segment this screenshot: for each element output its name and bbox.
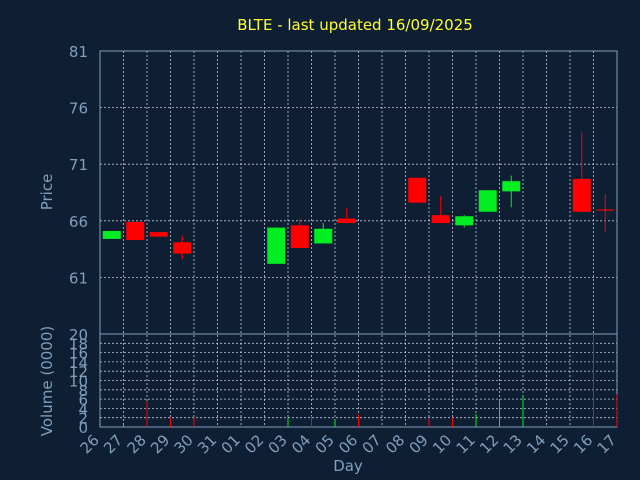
x-tick-label: 13	[500, 431, 526, 457]
x-tick-label: 02	[241, 431, 267, 457]
x-tick-label: 01	[218, 431, 244, 457]
x-tick-label: 15	[547, 431, 573, 457]
candle-body	[102, 230, 121, 239]
x-tick-label: 12	[476, 431, 502, 457]
candle-body	[596, 209, 615, 211]
price-axis-label: Price	[38, 174, 56, 211]
candle-body	[572, 178, 591, 212]
x-tick-label: 08	[382, 431, 408, 457]
candle-body	[173, 242, 192, 254]
x-tick-label: 16	[570, 431, 596, 457]
x-tick-label: 31	[194, 431, 220, 457]
volume-axis-label: Volume (0000)	[38, 326, 56, 436]
x-tick-label: 30	[171, 431, 197, 457]
volume-tick-label: 0	[78, 419, 88, 437]
candle-body	[267, 227, 286, 264]
candle-body	[126, 221, 145, 241]
x-tick-label: 17	[594, 431, 620, 457]
candle-body	[502, 181, 521, 192]
volume-tick-label: 16	[69, 345, 88, 363]
candle-body	[431, 215, 450, 224]
x-tick-label: 06	[335, 431, 361, 457]
chart-title: BLTE - last updated 16/09/2025	[237, 16, 473, 34]
price-tick-label: 76	[69, 100, 88, 118]
x-ticks: 2627282930310102030405060708091011121314…	[77, 431, 620, 457]
x-tick-label: 27	[100, 431, 126, 457]
x-tick-label: 28	[124, 431, 150, 457]
volume-tick-label: 20	[69, 326, 88, 344]
candle-body	[455, 216, 474, 226]
candle-body	[290, 225, 309, 248]
candle-body	[478, 190, 497, 212]
candle-body	[149, 232, 168, 237]
price-tick-label: 66	[69, 213, 88, 231]
price-tick-label: 81	[69, 43, 88, 61]
candle-body	[314, 228, 333, 244]
x-tick-label: 10	[429, 431, 455, 457]
price-ticks: 61 66 71 76 81	[69, 43, 88, 287]
volume-tick-label: 18	[69, 335, 88, 353]
x-tick-label: 14	[523, 431, 549, 457]
volume-tick-label: 2	[78, 410, 88, 428]
volume-tick-label: 10	[69, 373, 88, 391]
candle-body	[408, 177, 427, 203]
volume-tick-label: 14	[69, 354, 88, 372]
candle-body	[337, 218, 356, 224]
x-tick-label: 03	[265, 431, 291, 457]
volume-tick-label: 12	[69, 363, 88, 381]
volume-tick-label: 4	[78, 400, 88, 418]
x-tick-label: 04	[288, 431, 314, 457]
x-tick-label: 29	[147, 431, 173, 457]
grid	[100, 50, 617, 427]
x-axis-label: Day	[333, 457, 363, 475]
x-tick-label: 05	[312, 431, 338, 457]
candles	[102, 132, 615, 264]
x-tick-label: 07	[359, 431, 385, 457]
volume-tick-label: 6	[78, 391, 88, 409]
volume-bars	[123, 334, 618, 427]
volume-tick-label: 8	[78, 382, 88, 400]
x-tick-label: 11	[453, 431, 479, 457]
price-tick-label: 61	[69, 269, 88, 287]
x-tick-label: 09	[406, 431, 432, 457]
price-tick-label: 71	[69, 156, 88, 174]
